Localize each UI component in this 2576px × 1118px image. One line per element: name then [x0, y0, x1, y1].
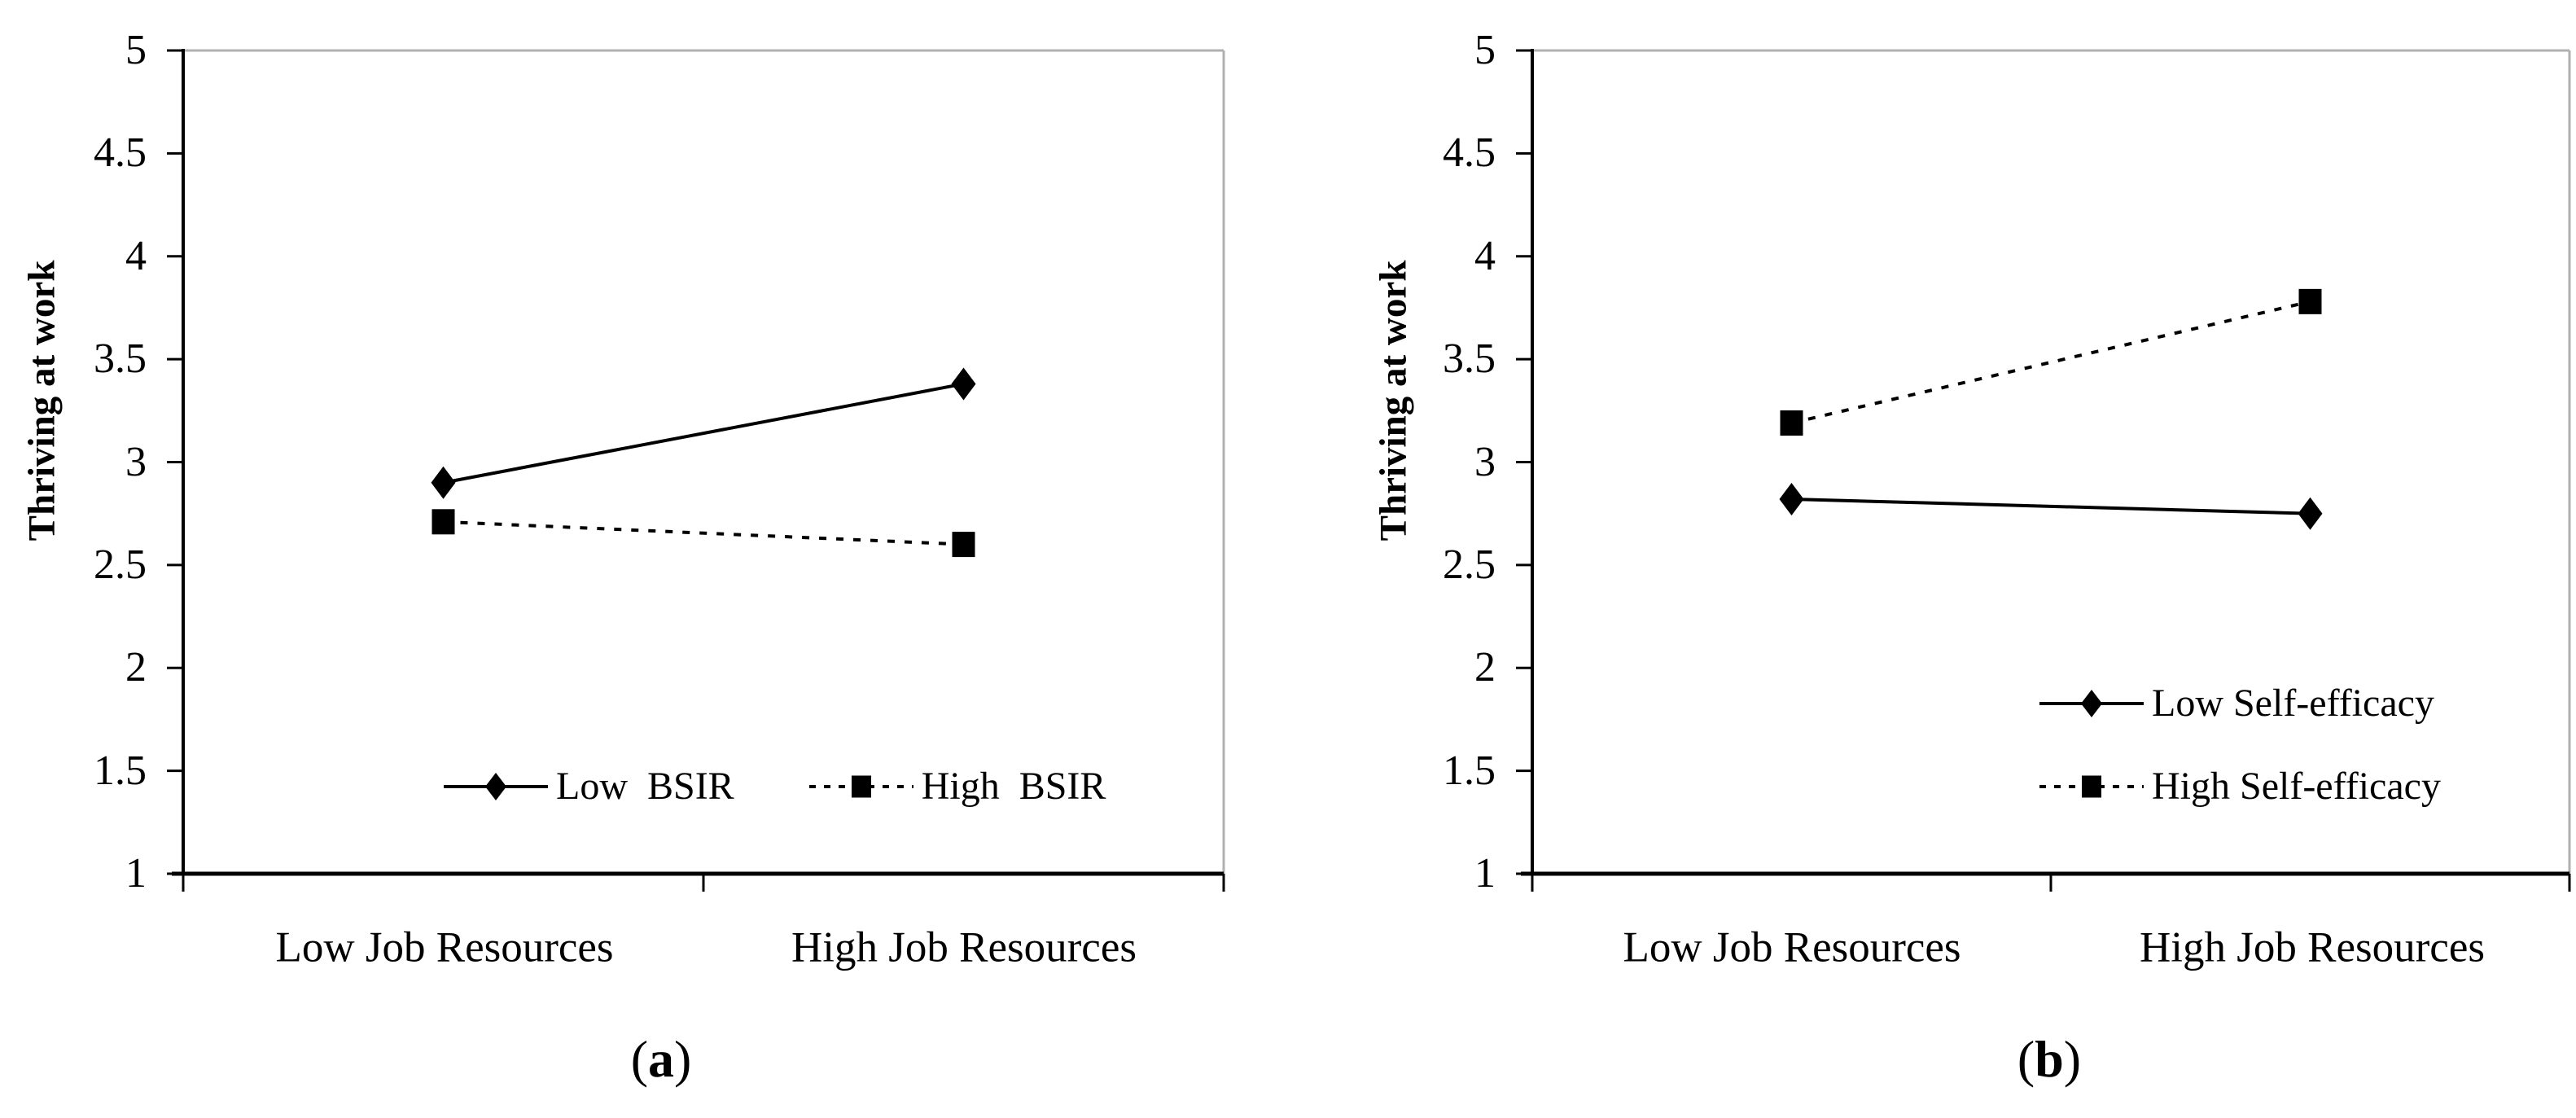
legend-a: Low BSIR High BSIR [444, 764, 1106, 809]
panel-a-series-line [443, 382, 964, 484]
panel-a-y-tick-label: 1 [125, 850, 147, 897]
legend-swatch-diamond-marker [2081, 690, 2102, 717]
panel-a-y-tick-label: 2.5 [94, 541, 147, 588]
panel-b-data-point-square-marker [2298, 288, 2322, 314]
legend-swatch-low-self-efficacy [2039, 681, 2144, 726]
caption-b: (b) [2017, 1033, 2081, 1085]
x-category-label-a-high: High Job Resources [791, 923, 1137, 971]
panel-b-data-point-square-marker [1780, 410, 1803, 436]
panel-a-data-point-diamond-marker [951, 367, 976, 401]
caption-b-letter: b [2035, 1030, 2064, 1088]
legend-item-high-bsir: High BSIR [808, 764, 1106, 809]
x-category-label-b-low: Low Job Resources [1623, 923, 1961, 971]
legend-swatch-high-bsir [808, 764, 913, 809]
legend-swatch-graphic [2039, 690, 2144, 717]
panel-a-data-point-square-marker [952, 532, 975, 558]
legend-swatch-low-bsir [444, 764, 548, 809]
panel-b-y-tick-label: 1 [1474, 850, 1496, 897]
panel-b-series-line [1791, 300, 2311, 425]
panel-a-data-point-diamond-marker [431, 466, 456, 499]
panel-b-y-tick-label: 3.5 [1443, 335, 1496, 383]
legend-label-high-self-efficacy: High Self-efficacy [2152, 765, 2441, 808]
x-category-label-a-low: Low Job Resources [275, 923, 614, 971]
panel-a-y-tick-label: 3 [125, 438, 147, 485]
legend-swatch-diamond-marker [485, 773, 506, 800]
panel-b-series-line [1791, 497, 2311, 515]
caption-b-paren-open: ( [2017, 1030, 2035, 1088]
panel-a-y-tick-label: 5 [125, 27, 147, 73]
caption-a-letter: a [648, 1030, 674, 1088]
legend-swatch-graphic [808, 775, 913, 798]
y-axis-title-b: Thriving at work [1372, 260, 1415, 541]
legend-swatch-graphic [2039, 775, 2144, 798]
legend-label-low-self-efficacy: Low Self-efficacy [2152, 682, 2434, 725]
legend-swatch-graphic [444, 773, 548, 800]
legend-swatch-square-marker [851, 775, 871, 798]
legend-item-low-bsir: Low BSIR [444, 764, 734, 809]
legend-swatch-square-marker [2082, 775, 2101, 798]
legend-item-high-self-efficacy: High Self-efficacy [2039, 764, 2441, 809]
legend-b: Low Self-efficacy High Self-efficacy [2039, 681, 2441, 809]
caption-b-paren-close: ) [2063, 1030, 2082, 1088]
caption-a-paren-close: ) [674, 1030, 692, 1088]
panel-b-y-tick-label: 4.5 [1443, 129, 1496, 177]
legend-swatch-high-self-efficacy [2039, 764, 2144, 809]
panel-a-y-tick-label: 1.5 [94, 747, 147, 794]
panel-b-y-tick-label: 4 [1474, 232, 1496, 279]
panel-b-y-tick-label: 3 [1474, 438, 1496, 485]
caption-a: (a) [631, 1033, 692, 1085]
legend-label-low-bsir: Low BSIR [556, 765, 734, 808]
legend-item-low-self-efficacy: Low Self-efficacy [2039, 681, 2434, 726]
panel-b-data-point-diamond-marker [1779, 482, 1804, 515]
panel-a-y-tick-label: 2 [125, 644, 147, 691]
panel-a-data-point-square-marker [432, 509, 455, 535]
y-axis-title-a: Thriving at work [20, 260, 64, 541]
x-category-label-b-high: High Job Resources [2140, 923, 2485, 971]
panel-a-y-tick-label: 4 [125, 232, 147, 279]
caption-a-paren-open: ( [630, 1030, 648, 1088]
panel-a-series-line [443, 520, 964, 546]
legend-label-high-bsir: High BSIR [921, 765, 1106, 808]
panel-b-data-point-diamond-marker [2298, 497, 2323, 530]
panel-b-y-tick-label: 2 [1474, 644, 1496, 691]
panel-b-y-tick-label: 2.5 [1443, 541, 1496, 588]
panel-b-y-tick-label: 5 [1474, 27, 1496, 73]
panel-a-y-tick-label: 4.5 [94, 129, 147, 177]
panel-a-y-tick-label: 3.5 [94, 335, 147, 383]
panel-b-y-tick-label: 1.5 [1443, 747, 1496, 794]
